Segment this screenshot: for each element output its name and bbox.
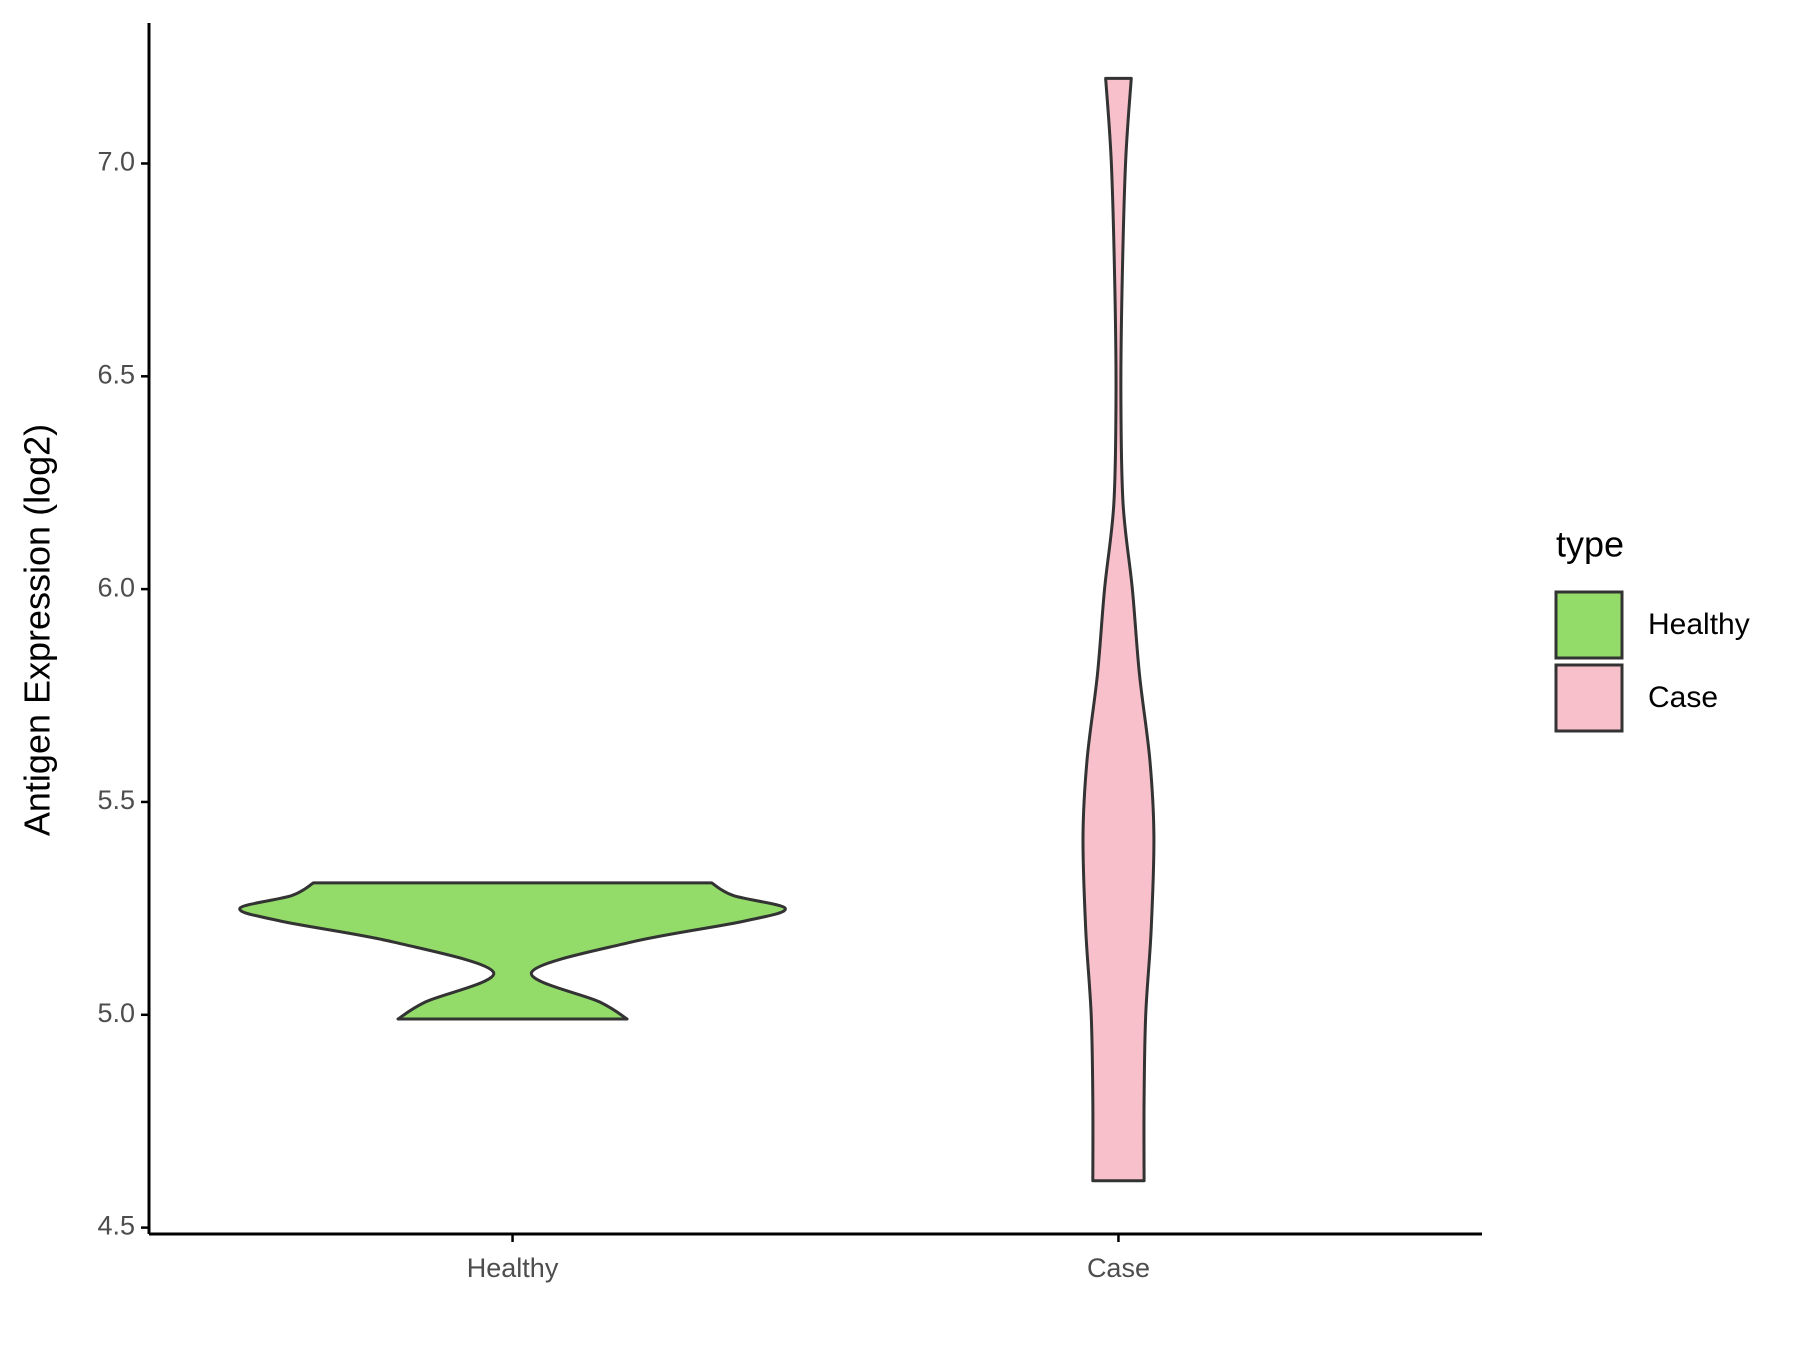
y-tick-label: 6.5 xyxy=(97,359,135,389)
y-tick-label: 4.5 xyxy=(97,1211,135,1241)
x-tick-label: Case xyxy=(1087,1253,1150,1283)
legend-key xyxy=(1554,590,1624,660)
y-axis-title: Antigen Expression (log2) xyxy=(17,424,58,836)
legend-key xyxy=(1554,663,1624,733)
violin xyxy=(1081,76,1156,1183)
y-tick-label: 5.0 xyxy=(97,998,135,1028)
legend-label: Healthy xyxy=(1648,608,1750,641)
y-tick-label: 6.0 xyxy=(97,572,135,602)
legend-label: Case xyxy=(1648,681,1718,714)
y-tick-label: 7.0 xyxy=(97,147,135,177)
x-tick-label: Healthy xyxy=(467,1253,559,1283)
violin xyxy=(238,881,787,1021)
legend-title: type xyxy=(1556,524,1624,565)
y-tick-label: 5.5 xyxy=(97,785,135,815)
